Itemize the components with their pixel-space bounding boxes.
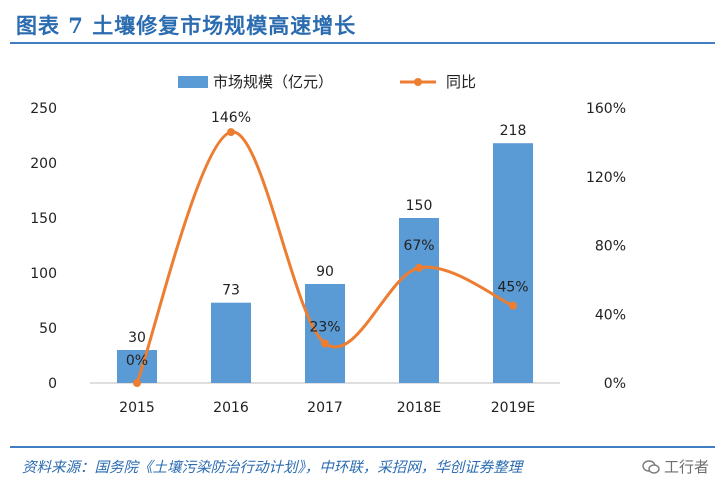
legend: 市场规模（亿元） 同比 <box>178 73 476 91</box>
bar <box>399 218 439 383</box>
y-left-tick-label: 50 <box>39 321 57 337</box>
legend-bar-swatch <box>178 76 208 88</box>
bar-value-label: 30 <box>128 330 146 346</box>
bar <box>117 350 157 383</box>
yoy-point <box>321 339 329 348</box>
figure-title: 图表 7 土壤修复市场规模高速增长 <box>16 13 357 38</box>
y-left-tick-label: 100 <box>30 266 57 282</box>
y-left-tick-label: 200 <box>30 156 57 172</box>
y-right-tick-label: 0% <box>604 376 626 392</box>
yoy-line <box>135 130 514 384</box>
axes: 0 50 100 150 200 250 0% 40% 80% 120% 160% 2015 2016 2… <box>30 101 626 416</box>
y-left-tick-label: 0 <box>48 376 57 392</box>
bar-value-label: 218 <box>500 123 527 139</box>
x-tick-label: 2018E <box>397 400 441 416</box>
bar-series <box>117 143 533 383</box>
yoy-value-label: 67% <box>403 238 434 254</box>
legend-line-label: 同比 <box>446 73 476 91</box>
y-right-tick-label: 120% <box>586 170 626 186</box>
legend-bar-label: 市场规模（亿元） <box>213 73 333 91</box>
bar-value-label: 90 <box>316 264 334 280</box>
source-bar: 资料来源：国务院《土壤污染防治行动计划》，中环联，采招网，华创证券整理 <box>10 446 715 476</box>
legend-line-marker <box>414 78 422 86</box>
bar-value-label: 150 <box>406 198 433 214</box>
bar <box>211 302 251 383</box>
yoy-point <box>509 301 517 310</box>
bar <box>493 143 533 383</box>
y-left-tick-label: 150 <box>30 211 57 227</box>
combo-chart: 市场规模（亿元） 同比 0 50 100 150 200 250 0% 40% 80% 120% 16… <box>30 73 626 416</box>
x-tick-label: 2015 <box>119 400 155 416</box>
x-tick-label: 2017 <box>307 400 343 416</box>
yoy-value-label: 146% <box>211 110 251 126</box>
yoy-value-label: 0% <box>126 353 148 369</box>
yoy-point <box>227 128 235 137</box>
yoy-point <box>415 263 423 272</box>
y-left-tick-label: 250 <box>30 101 57 117</box>
x-tick-label: 2016 <box>213 400 249 416</box>
y-right-tick-label: 40% <box>595 307 626 323</box>
watermark: 工行者 <box>642 456 709 477</box>
bar-value-label: 73 <box>222 283 240 299</box>
yoy-value-label: 23% <box>309 319 340 335</box>
bar <box>305 284 345 383</box>
watermark-text: 工行者 <box>663 458 709 476</box>
title-bar: 图表 7 土壤修复市场规模高速增长 <box>10 6 715 44</box>
y-right-tick-label: 160% <box>586 101 626 117</box>
data-labels: 30 73 90 150 218 0% 146% 23% 67% 45% <box>126 110 529 369</box>
yoy-value-label: 45% <box>497 280 528 296</box>
yoy-point <box>133 379 141 387</box>
line-series <box>133 128 517 387</box>
y-right-tick-label: 80% <box>595 239 626 255</box>
x-tick-label: 2019E <box>491 400 535 416</box>
wechat-icon <box>642 459 660 474</box>
source-note: 资料来源：国务院《土壤污染防治行动计划》，中环联，采招网，华创证券整理 <box>22 460 523 476</box>
